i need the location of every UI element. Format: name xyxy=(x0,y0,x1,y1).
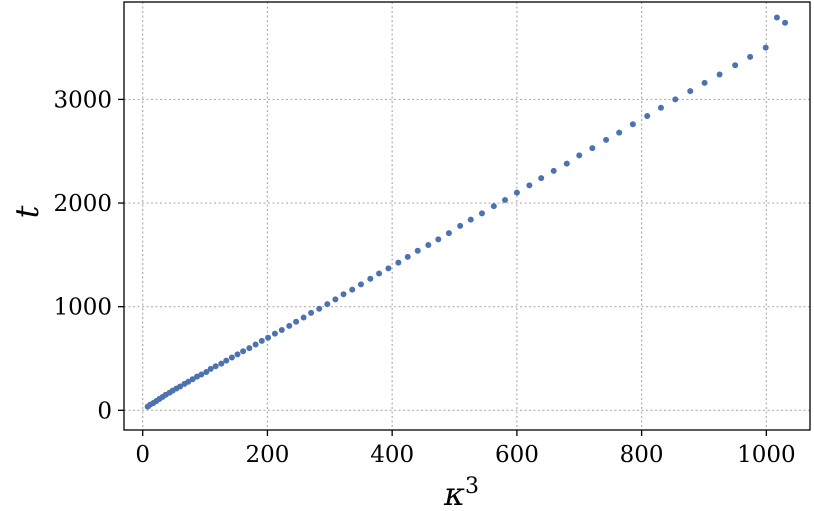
data-point xyxy=(293,318,300,325)
data-point xyxy=(332,296,339,303)
data-point xyxy=(716,71,723,78)
x-tick-label: 1000 xyxy=(737,442,796,468)
data-point xyxy=(349,286,356,293)
x-tick-label: 200 xyxy=(245,442,289,468)
data-point xyxy=(316,305,323,312)
data-point xyxy=(502,196,509,203)
data-point xyxy=(445,230,452,237)
data-point xyxy=(490,203,497,210)
x-tick-label: 0 xyxy=(135,442,150,468)
data-point xyxy=(435,236,442,243)
data-point xyxy=(376,270,383,277)
data-point xyxy=(177,383,184,390)
data-point xyxy=(762,44,769,51)
data-point xyxy=(246,345,253,352)
data-point xyxy=(467,216,474,223)
data-point xyxy=(185,378,192,385)
x-tick-label: 600 xyxy=(495,442,539,468)
y-axis-label: t xyxy=(8,205,46,218)
data-point xyxy=(425,242,432,249)
data-point xyxy=(657,104,664,111)
points-layer xyxy=(144,14,789,410)
data-point xyxy=(603,136,610,143)
data-point xyxy=(526,182,533,189)
data-point xyxy=(782,19,789,26)
data-point xyxy=(198,371,205,378)
data-point xyxy=(357,281,364,288)
data-point xyxy=(747,53,754,60)
data-point xyxy=(212,363,219,370)
data-point xyxy=(687,88,694,95)
data-point xyxy=(538,175,545,182)
data-point xyxy=(300,314,307,321)
data-point xyxy=(286,322,293,329)
data-point xyxy=(563,160,570,167)
data-point xyxy=(589,145,596,152)
data-point xyxy=(629,121,636,128)
x-tick-label: 400 xyxy=(370,442,414,468)
y-tick-label: 0 xyxy=(97,398,112,424)
data-point xyxy=(258,337,265,344)
data-point xyxy=(218,360,225,367)
data-point xyxy=(340,291,347,298)
grid-layer xyxy=(124,2,810,430)
data-point xyxy=(240,348,247,355)
x-tick-label: 800 xyxy=(620,442,664,468)
data-point xyxy=(189,376,196,383)
y-tick-label: 2000 xyxy=(53,191,112,217)
data-point xyxy=(308,309,315,316)
data-point xyxy=(395,259,402,266)
x-axis-label: κ3 xyxy=(443,474,479,511)
data-point xyxy=(203,368,210,375)
data-point xyxy=(701,79,708,86)
plot-frame xyxy=(123,1,811,431)
data-point xyxy=(278,327,285,333)
data-point xyxy=(644,113,651,119)
data-point xyxy=(616,129,623,136)
data-point xyxy=(773,14,780,21)
data-point xyxy=(732,62,739,69)
data-point xyxy=(478,210,485,217)
tick-layer: 0 200 400 600 800 1000 0 1000 2000 3000 xyxy=(53,87,795,468)
data-point xyxy=(404,253,411,260)
data-point xyxy=(234,351,241,358)
y-tick-label: 1000 xyxy=(53,295,112,321)
data-point xyxy=(414,247,421,254)
data-point xyxy=(265,334,272,341)
data-point xyxy=(228,354,235,361)
data-point xyxy=(223,357,230,364)
data-point xyxy=(324,301,331,308)
data-point xyxy=(672,96,679,103)
data-point xyxy=(576,152,583,159)
data-point xyxy=(207,365,214,372)
y-tick-label: 3000 xyxy=(53,87,112,113)
data-point xyxy=(550,167,557,174)
data-point xyxy=(271,330,278,337)
data-point xyxy=(367,275,374,282)
data-point xyxy=(385,265,392,272)
data-point xyxy=(513,189,520,196)
data-point xyxy=(252,341,259,348)
data-point xyxy=(457,222,464,229)
